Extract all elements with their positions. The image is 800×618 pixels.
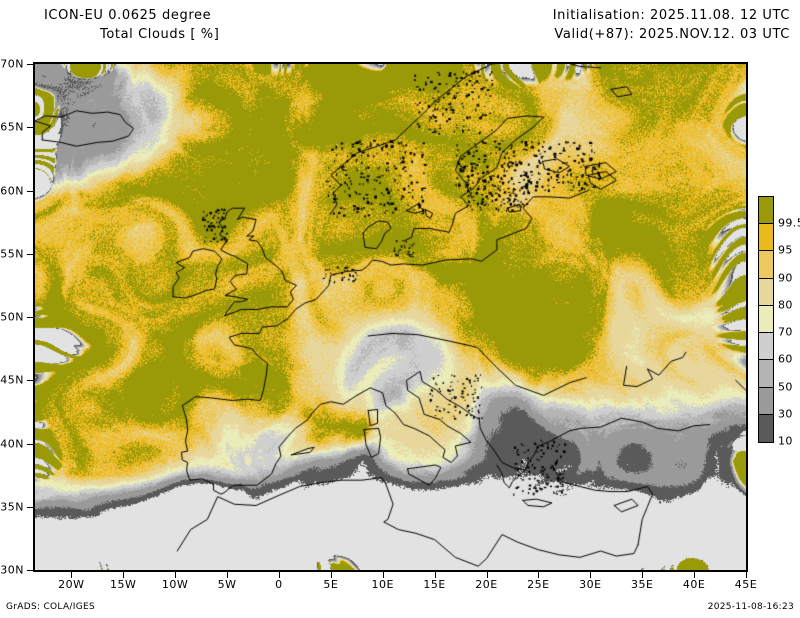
- colorbar-label: 95: [778, 243, 793, 257]
- x-axis-tick: [538, 572, 540, 578]
- colorbar-band: [759, 278, 773, 306]
- x-axis-label: 35E: [630, 578, 654, 591]
- y-axis-tick: [27, 443, 33, 445]
- x-axis-label: 5W: [217, 578, 237, 591]
- x-axis-label: 15W: [110, 578, 137, 591]
- x-axis-label: 10W: [161, 578, 189, 591]
- colorbar-band: [759, 414, 773, 442]
- header-right-block: Initialisation: 2025.11.08. 12 UTC Valid…: [460, 6, 790, 44]
- colorbar-band: [759, 224, 773, 252]
- x-axis-label: 45E: [734, 578, 758, 591]
- y-axis-tick: [27, 506, 33, 508]
- model-title: ICON-EU 0.0625 degree: [44, 8, 212, 23]
- map-plot-area: [33, 62, 748, 572]
- colorbar-label: 60: [778, 352, 793, 366]
- colorbar-band: [759, 333, 773, 361]
- x-axis-label: 30E: [579, 578, 602, 591]
- valid-time-text: Valid(+87): 2025.NOV.12. 03 UTC: [554, 27, 790, 42]
- y-axis-tick: [27, 380, 33, 382]
- y-axis-label: 55N: [0, 247, 24, 261]
- colorbar-band: [759, 305, 773, 334]
- x-axis-tick: [434, 572, 436, 578]
- x-axis-label: 0: [275, 578, 283, 591]
- x-axis-label: 20W: [58, 578, 85, 591]
- cloud-cover-heatmap: [35, 64, 746, 570]
- colorbar-label: 30: [778, 407, 793, 421]
- colorbar-label: 70: [778, 325, 793, 339]
- x-axis-tick: [330, 572, 332, 578]
- x-axis-tick: [590, 572, 592, 578]
- x-axis-tick: [694, 572, 696, 578]
- colorbar: [758, 196, 774, 443]
- y-axis-tick: [27, 127, 33, 129]
- x-axis-label: 25E: [527, 578, 550, 591]
- initialisation-text: Initialisation: 2025.11.08. 12 UTC: [552, 8, 790, 23]
- y-axis-label: 50N: [0, 310, 24, 324]
- y-axis-tick: [27, 190, 33, 192]
- colorbar-label: 90: [778, 271, 793, 285]
- colorbar-band: [759, 197, 773, 225]
- y-axis-label: 35N: [0, 500, 24, 514]
- producer-credit: GrADS: COLA/IGES: [6, 602, 95, 612]
- colorbar-band: [759, 387, 773, 415]
- x-axis-tick: [746, 572, 747, 578]
- colorbar-band: [759, 251, 773, 279]
- x-axis-tick: [71, 572, 73, 578]
- header-left-block: ICON-EU 0.0625 degree Total Clouds [ %]: [44, 6, 374, 44]
- render-timestamp: 2025-11-08-16:23: [707, 602, 794, 612]
- y-axis-tick: [27, 317, 33, 318]
- x-axis-label: 40E: [682, 578, 706, 591]
- x-axis-tick: [486, 572, 488, 578]
- x-axis-tick: [278, 572, 280, 578]
- x-axis-tick: [382, 572, 384, 578]
- field-title: Total Clouds [ %]: [100, 27, 220, 42]
- y-axis-tick: [27, 570, 33, 571]
- colorbar-band: [759, 360, 773, 388]
- y-axis-tick: [27, 64, 33, 65]
- colorbar-label: 99.5: [778, 216, 800, 230]
- x-axis-label: 15E: [423, 578, 446, 591]
- x-axis-label: 5E: [323, 578, 339, 591]
- x-axis-tick: [227, 572, 229, 578]
- x-axis-tick: [642, 572, 644, 578]
- y-axis-label: 60N: [0, 184, 24, 197]
- x-axis-tick: [175, 572, 177, 578]
- y-axis-tick: [27, 253, 33, 255]
- y-axis-label: 70N: [0, 57, 24, 71]
- y-axis-label: 30N: [0, 563, 24, 577]
- x-axis-label: 10E: [371, 578, 394, 591]
- colorbar-label: 50: [778, 380, 793, 394]
- y-axis-label: 65N: [0, 120, 24, 134]
- x-axis-label: 20E: [475, 578, 498, 591]
- y-axis-label: 45N: [0, 373, 24, 387]
- colorbar-label: 80: [778, 298, 793, 312]
- colorbar-label: 10: [778, 434, 793, 448]
- x-axis-tick: [123, 572, 125, 578]
- y-axis-label: 40N: [0, 437, 24, 450]
